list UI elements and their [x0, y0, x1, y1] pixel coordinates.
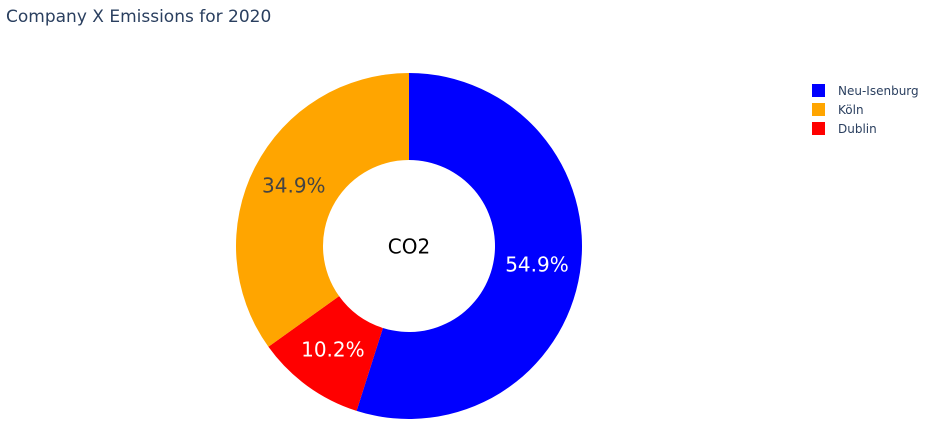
slice-dublin[interactable]	[268, 296, 383, 411]
slice-label-neu-isenburg: 54.9%	[505, 252, 569, 276]
legend-label: Neu-Isenburg	[838, 83, 919, 98]
chart-title: Company X Emissions for 2020	[6, 7, 272, 27]
donut-slices	[235, 73, 583, 419]
center-label: CO2	[388, 235, 430, 259]
slice-labels: 54.9% 10.2% 34.9%	[262, 173, 569, 361]
slice-label-dublin: 10.2%	[301, 337, 365, 361]
legend-label: Dublin	[838, 121, 877, 136]
legend-swatch	[812, 122, 825, 135]
legend-item-neu-isenburg[interactable]: Neu-Isenburg	[812, 81, 919, 100]
legend-item-k-ln[interactable]: Köln	[812, 100, 919, 119]
legend: Neu-Isenburg Köln Dublin	[812, 81, 919, 138]
legend-swatch	[812, 103, 825, 116]
legend-item-dublin[interactable]: Dublin	[812, 119, 919, 138]
legend-label: Köln	[838, 102, 864, 117]
slice-label-k-ln: 34.9%	[262, 173, 326, 197]
slice-neu-isenburg[interactable]	[356, 73, 583, 419]
legend-swatch	[812, 84, 825, 97]
slice-k-ln[interactable]	[235, 73, 409, 347]
